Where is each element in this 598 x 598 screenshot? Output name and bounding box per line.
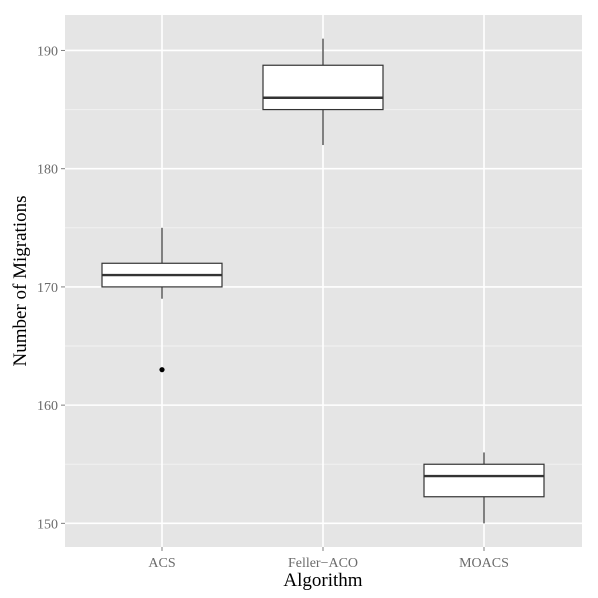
outlier-point xyxy=(159,367,165,373)
y-tick-label: 170 xyxy=(37,281,58,296)
y-axis-ticks: 150 160 170 180 190 xyxy=(37,44,65,532)
x-tick-label: ACS xyxy=(148,556,175,571)
y-tick-label: 180 xyxy=(37,163,58,178)
x-tick-label: Feller−ACO xyxy=(288,556,358,571)
box-3 xyxy=(423,452,545,524)
boxes-layer xyxy=(101,38,545,524)
box-1 xyxy=(101,227,223,373)
y-axis-title: Number of Migrations xyxy=(10,196,31,367)
box-iqr xyxy=(423,463,545,498)
y-tick-label: 190 xyxy=(37,44,58,59)
x-axis-title: Algorithm xyxy=(283,570,362,591)
y-tick-label: 160 xyxy=(37,399,58,414)
x-axis-ticks: ACS Feller−ACO MOACS xyxy=(148,547,509,571)
y-tick-label: 150 xyxy=(37,517,58,532)
box-2 xyxy=(262,38,384,146)
box-iqr xyxy=(262,64,384,111)
x-tick-label: MOACS xyxy=(459,556,509,571)
